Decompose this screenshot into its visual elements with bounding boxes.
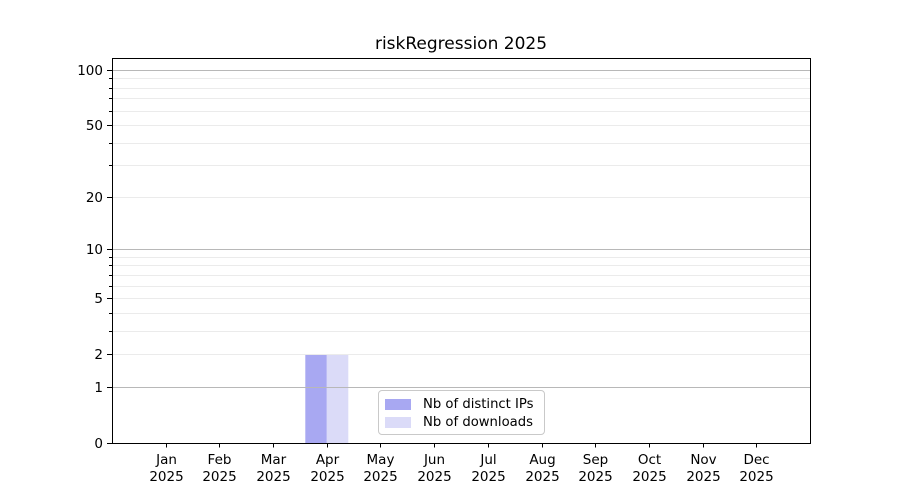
y-tick-label: 2 [94,347,103,363]
x-tick-label-year: 2025 [256,469,290,485]
y-tick-label: 1 [94,380,103,396]
legend-swatch-distinct-ips [385,398,411,410]
x-tick-label-year: 2025 [363,469,397,485]
legend-label-downloads: Nb of downloads [423,414,533,430]
x-tick-label-year: 2025 [578,469,612,485]
x-tick-label-year: 2025 [471,469,505,485]
x-tick-label-month: Oct [638,452,661,468]
x-tick-label-year: 2025 [149,469,183,485]
x-tick-label-month: Nov [690,452,716,468]
y-tick-label: 100 [77,63,103,79]
bar-nb-of-downloads-apr [326,354,349,443]
x-tick-label-month: Jul [479,452,496,468]
x-tick-label-year: 2025 [686,469,720,485]
x-tick-label-month: Mar [261,452,287,468]
x-tick-label-month: Sep [583,452,608,468]
y-tick-label: 5 [94,291,103,307]
y-tick-label: 0 [94,436,103,452]
legend-item-distinct-ips: Nb of distinct IPs [385,395,544,413]
x-tick-label-year: 2025 [739,469,773,485]
chart-title: riskRegression 2025 [374,34,548,54]
x-tick-label-year: 2025 [310,469,344,485]
x-tick-label-year: 2025 [202,469,236,485]
legend-swatch-downloads [385,416,411,428]
x-tick-label-month: Dec [743,452,769,468]
x-tick-label-month: Feb [208,452,232,468]
legend-label-distinct-ips: Nb of distinct IPs [423,396,534,412]
y-tick-label: 10 [86,242,103,258]
legend-item-downloads: Nb of downloads [385,413,544,431]
x-tick-label-year: 2025 [417,469,451,485]
x-tick-label-month: Apr [316,452,340,468]
y-tick-label: 50 [86,118,103,134]
x-tick-label-month: Aug [529,452,555,468]
x-tick-label-month: Jun [423,452,445,468]
x-tick-label-month: May [367,452,395,468]
bar-nb-of-distinct-ips-apr [305,354,327,443]
x-tick-label-year: 2025 [525,469,559,485]
x-tick-label-year: 2025 [632,469,666,485]
legend: Nb of distinct IPs Nb of downloads [378,390,545,435]
x-tick-label-month: Jan [155,452,177,468]
axes-box [112,58,811,444]
y-tick-label: 20 [86,190,103,206]
